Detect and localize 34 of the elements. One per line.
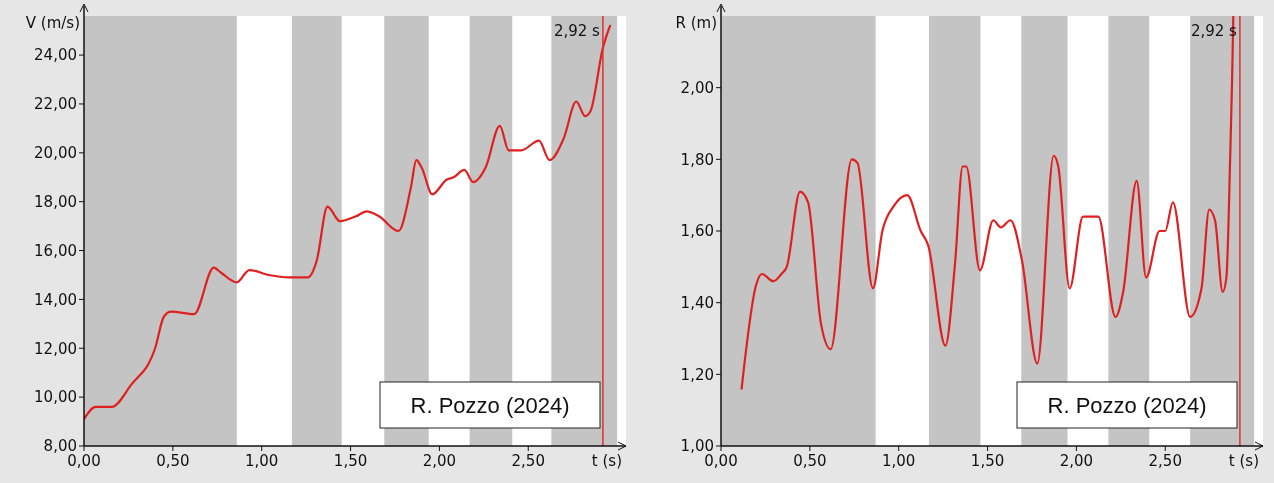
y-tick-label: 1,40 [680,293,714,312]
y-tick-label: 10,00 [34,388,77,407]
x-tick-label: 0,00 [704,452,738,470]
x-tick-label: 2,00 [422,452,457,470]
line-series [740,16,1235,390]
ref-line-label: 2,92 s [553,22,601,40]
y-tick-label: 12,00 [34,339,77,358]
annotation: R. Pozzo (2024) [1047,393,1207,418]
y-tick-label: 1,80 [680,150,714,169]
x-tick-label: 2,50 [511,452,545,470]
x-tick-label: 0,00 [67,452,101,470]
y-tick-label: 24,00 [34,46,77,65]
x-tick-label: 1,50 [970,452,1005,470]
x-tick-label: 0,50 [793,452,827,470]
x-axis-title: t (s) [1228,452,1259,470]
annotation: R. Pozzo (2024) [410,393,570,418]
x-tick-label: 0,50 [156,452,190,470]
x-tick-label: 2,50 [1148,452,1182,470]
y-tick-label: 18,00 [34,192,77,211]
y-tick-label: 22,00 [34,95,77,114]
y-tick-label: 2,00 [680,78,714,97]
y-tick-label: 20,00 [34,144,77,163]
y-axis-title: R (m) [675,14,717,32]
x-tick-label: 1,50 [333,452,368,470]
x-tick-label: 1,00 [882,452,916,470]
x-axis-title: t (s) [591,452,622,470]
y-tick-label: 14,00 [34,290,77,309]
x-tick-label: 1,00 [245,452,279,470]
y-axis-title: V (m/s) [25,14,80,32]
y-tick-label: 1,60 [680,222,714,241]
line-series [84,24,612,421]
x-tick-label: 2,00 [1059,452,1094,470]
y-tick-label: 1,20 [680,365,714,384]
y-tick-label: 16,00 [34,241,77,260]
